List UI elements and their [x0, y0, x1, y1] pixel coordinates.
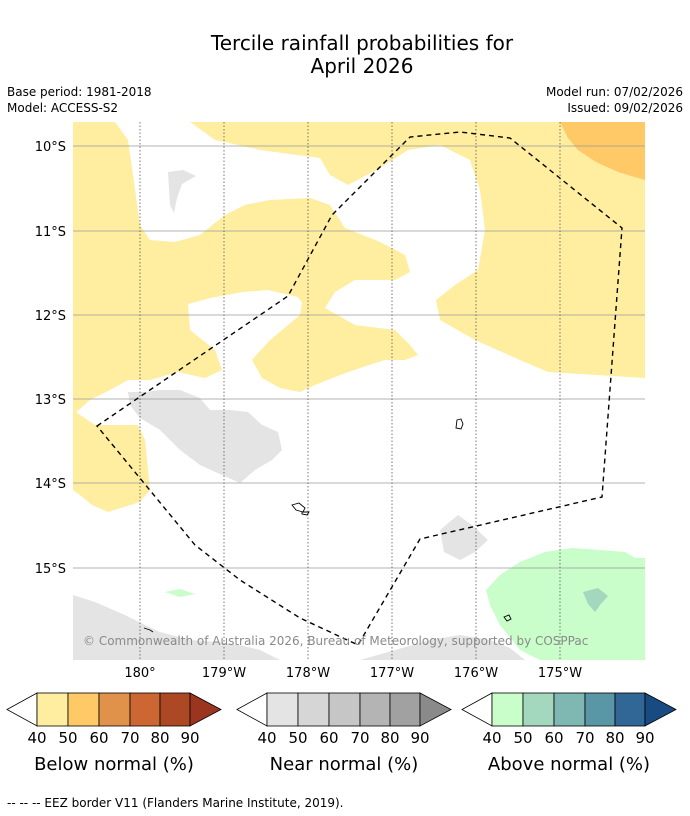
lon-label: 178°W — [286, 666, 330, 681]
below-normal-50-60-region — [560, 122, 645, 180]
island — [291, 502, 306, 513]
latitude-gridlines — [73, 145, 645, 569]
below-normal-40-50-region-small — [97, 210, 99, 214]
copyright-notice: © Commonwealth of Australia 2026, Bureau… — [83, 634, 588, 648]
colorbar-near-swatches — [266, 692, 421, 727]
island — [301, 511, 310, 516]
colorbar-tick: 80 — [380, 729, 399, 747]
chart-title-line-2: April 2026 — [310, 54, 414, 78]
colorbar-tick: 50 — [513, 729, 532, 747]
island — [143, 627, 154, 633]
lat-label: 10°S — [35, 140, 66, 155]
colorbar-tick: 70 — [575, 729, 594, 747]
colorbar-title-near-normal: Near normal (%) — [270, 754, 419, 775]
model-run-label: Model run: 07/02/2026 — [545, 85, 683, 99]
colorbar-tick: 80 — [605, 729, 624, 747]
colorbar-tick: 70 — [350, 729, 369, 747]
islands — [143, 418, 512, 633]
lat-label: 14°S — [35, 477, 66, 492]
lat-label: 13°S — [35, 393, 66, 408]
colorbar-tick: 40 — [257, 729, 276, 747]
colorbar-below-swatches — [36, 692, 191, 727]
colorbar-tick: 60 — [319, 729, 338, 747]
lon-label: 175°W — [538, 666, 582, 681]
above-normal-50-60-region — [583, 588, 608, 612]
map-plot-area: © Commonwealth of Australia 2026, Bureau… — [73, 122, 645, 660]
base-period-label: Base period: 1981-2018 — [7, 85, 152, 99]
colorbar-tick: 80 — [150, 729, 169, 747]
colorbar-tick: 90 — [180, 729, 199, 747]
longitude-gridlines — [139, 122, 561, 660]
issued-label: Issued: 09/02/2026 — [567, 101, 683, 115]
lat-label: 15°S — [35, 562, 66, 577]
colorbar-tick: 60 — [89, 729, 108, 747]
above-normal-40-50-region — [486, 548, 645, 660]
colorbar-below-normal: 40 50 60 70 80 90 Below normal (%) — [6, 692, 222, 775]
eez-border — [95, 131, 623, 646]
colorbar-tick: 60 — [544, 729, 563, 747]
latitude-labels: 10°S 11°S 12°S 13°S 14°S 15°S — [35, 140, 66, 577]
chart-title-line-1: Tercile rainfall probabilities for — [210, 31, 514, 55]
near-normal-40-50-region — [73, 170, 525, 660]
colorbar-above-normal: 40 50 60 70 80 90 Above normal (%) — [461, 692, 677, 775]
colorbar-tick: 50 — [288, 729, 307, 747]
lon-label: 176°W — [454, 666, 498, 681]
colorbar-tick: 50 — [58, 729, 77, 747]
island — [503, 614, 512, 622]
colorbar-tick: 70 — [120, 729, 139, 747]
lon-label: 177°W — [370, 666, 414, 681]
colorbar-above-swatches — [491, 692, 646, 727]
map-figure: © Commonwealth of Australia 2026, Bureau… — [6, 122, 677, 775]
eez-footnote: -- -- -- EEZ border V11 (Flanders Marine… — [7, 796, 344, 810]
colorbar-near-normal: 40 50 60 70 80 90 Near normal (%) — [236, 692, 452, 775]
colorbar-tick: 90 — [410, 729, 429, 747]
lon-label: 180° — [124, 666, 155, 681]
colorbar-tick: 90 — [635, 729, 654, 747]
island — [455, 418, 464, 430]
colorbar-title-below-normal: Below normal (%) — [34, 754, 194, 775]
lat-label: 12°S — [35, 309, 66, 324]
below-normal-40-50-region — [73, 122, 645, 512]
colorbar-tick: 40 — [482, 729, 501, 747]
above-normal-40-50-small-region — [165, 589, 195, 597]
lat-label: 11°S — [35, 225, 66, 240]
lon-label: 179°W — [202, 666, 246, 681]
colorbar-tick: 40 — [27, 729, 46, 747]
longitude-labels: 180° 179°W 178°W 177°W 176°W 175°W — [124, 666, 582, 681]
colorbar-title-above-normal: Above normal (%) — [488, 754, 650, 775]
model-label: Model: ACCESS-S2 — [7, 101, 119, 115]
